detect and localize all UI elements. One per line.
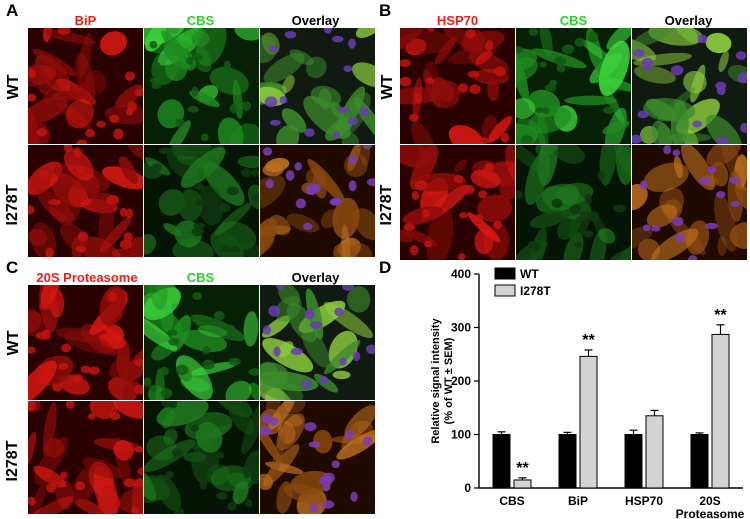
panel-b-title-cbs: CBS xyxy=(559,13,588,28)
panel-c-wt-cbs-image xyxy=(144,285,259,400)
bar-i278t-3 xyxy=(711,333,730,489)
panel-c-wt-overlay-image xyxy=(260,285,375,400)
x-tick-label: BiP xyxy=(568,494,588,508)
panel-c-i278t-proteasome-image xyxy=(28,401,143,514)
panel-c-title-20s-proteasome: 20S Proteasome xyxy=(36,270,138,285)
panel-b-title-hsp70: HSP70 xyxy=(436,13,479,28)
bar-i278t-1 xyxy=(579,355,598,489)
panel-a-wt-overlay-image xyxy=(260,28,375,144)
panel-c-title-cbs: CBS xyxy=(186,270,215,285)
bar-wt-3 xyxy=(690,434,709,489)
panel-b-i278t-overlay-image xyxy=(632,145,747,260)
panel-b-wt-overlay-image xyxy=(632,28,747,144)
bar-wt-1 xyxy=(558,434,577,489)
y-tick-label: 300 xyxy=(451,321,471,335)
significance-marker: ** xyxy=(714,307,727,324)
panel-letter-b: B xyxy=(379,1,392,20)
panel-a-wt-bip-image xyxy=(28,28,143,144)
panel-a-i278t-bip-image xyxy=(28,145,143,257)
panel-letter-a: A xyxy=(6,1,19,20)
legend-label-i278t: I278T xyxy=(520,284,551,298)
panel-a-wt-cbs-image xyxy=(144,28,259,144)
bar-wt-0 xyxy=(492,434,511,489)
y-tick-label: 0 xyxy=(464,481,471,495)
legend-label-wt: WT xyxy=(520,267,539,281)
panel-b-wt-hsp70-image xyxy=(400,28,515,144)
panel-c-title-overlay: Overlay xyxy=(291,270,340,285)
y-tick-label: 100 xyxy=(451,428,471,442)
panel-b-i278t-cbs-image xyxy=(516,145,631,260)
bar-chart: 0 100 200 300 400 Relative signal intensity (%… xyxy=(430,267,745,519)
x-tick-label: 20S xyxy=(699,494,720,508)
panel-c-i278t-cbs-image xyxy=(144,401,259,514)
panel-a-i278t-overlay-image xyxy=(260,145,375,257)
significance-marker: ** xyxy=(516,460,529,477)
panel-letter-d: D xyxy=(379,258,392,277)
panel-c-wt-proteasome-image xyxy=(28,285,143,400)
panel-b-i278t-hsp70-image xyxy=(400,145,515,260)
legend-swatch-i278t xyxy=(494,284,516,297)
panel-c-row-wt: WT xyxy=(5,330,22,356)
panel-letter-c: C xyxy=(6,258,19,277)
panel-a-row-i278t: I278T xyxy=(4,184,21,226)
panel-a-title-cbs: CBS xyxy=(186,13,215,28)
x-tick-label: Proteasome xyxy=(676,507,745,519)
y-axis-label-line1: Relative signal intensity xyxy=(430,317,442,443)
panel-b-wt-cbs-image xyxy=(516,28,631,144)
panel-b-row-wt: WT xyxy=(379,74,396,100)
panel-a-row-wt: WT xyxy=(5,74,22,100)
significance-marker: ** xyxy=(582,332,595,349)
bar-i278t-0 xyxy=(513,479,532,489)
y-tick-label: 200 xyxy=(451,374,471,388)
bar-wt-2 xyxy=(624,434,643,489)
x-tick-label: CBS xyxy=(499,494,524,508)
panel-a-i278t-cbs-image xyxy=(144,145,259,257)
x-tick-label: HSP70 xyxy=(625,494,663,508)
legend-swatch-wt xyxy=(494,267,516,280)
y-tick-label: 400 xyxy=(451,267,471,281)
bar-i278t-2 xyxy=(645,415,664,489)
y-axis-label-line2: (% of WT ± SEM) xyxy=(443,337,455,424)
panel-a-title-bip: BiP xyxy=(74,13,97,28)
panel-c-i278t-overlay-image xyxy=(260,401,375,514)
panel-b-title-overlay: Overlay xyxy=(664,13,713,28)
panel-c-row-i278t: I278T xyxy=(4,440,21,482)
panel-a-title-overlay: Overlay xyxy=(291,13,340,28)
panel-b-row-i278t: I278T xyxy=(378,184,395,226)
